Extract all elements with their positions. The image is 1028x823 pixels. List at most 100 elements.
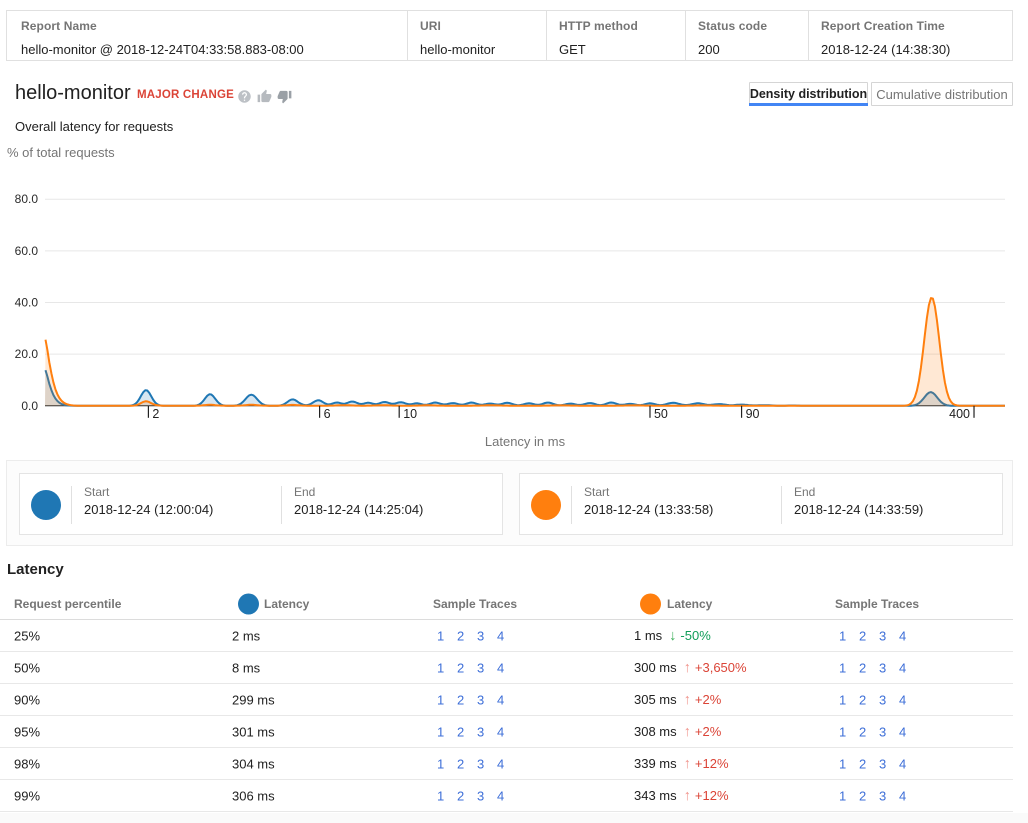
comparison-trace-link[interactable]: 2 bbox=[859, 724, 867, 739]
comparison-trace-link[interactable]: 3 bbox=[879, 756, 887, 771]
major-change-badge: MAJOR CHANGE bbox=[137, 89, 234, 101]
baseline-trace-link[interactable]: 3 bbox=[477, 660, 485, 675]
info-report-creation-time: Report Creation Time 2018-12-24 (14:38:3… bbox=[808, 11, 1012, 60]
request-percentile-value: 90% bbox=[14, 692, 41, 707]
comparison-trace-link[interactable]: 1 bbox=[839, 756, 847, 771]
y-tick-label: 80.0 bbox=[15, 192, 39, 206]
end-label: End bbox=[794, 485, 816, 499]
col-request-percentile: Request percentile bbox=[14, 596, 122, 611]
baseline-latency-value: 299 ms bbox=[232, 692, 275, 707]
baseline-trace-link[interactable]: 4 bbox=[497, 756, 505, 771]
baseline-trace-link[interactable]: 1 bbox=[437, 724, 445, 739]
comparison-trace-link[interactable]: 2 bbox=[859, 692, 867, 707]
tab-cumulative-distribution[interactable]: Cumulative distribution bbox=[871, 82, 1013, 106]
comparison-trace-link[interactable]: 2 bbox=[859, 628, 867, 643]
comparison-latency-cell: 308 ms ↑ +2% bbox=[634, 724, 721, 740]
baseline-trace-link[interactable]: 3 bbox=[477, 756, 485, 771]
help-icon[interactable] bbox=[237, 89, 252, 104]
comparison-latency-cell: 339 ms ↑ +12% bbox=[634, 756, 729, 772]
page-title: hello-monitor bbox=[15, 82, 131, 104]
info-label: HTTP method bbox=[559, 19, 638, 33]
thumb-up-icon[interactable] bbox=[257, 89, 272, 104]
latency-distribution-chart: 0.0 20.0 40.0 60.0 80.0 2 6 10 50 90 400 Latency in… bbox=[15, 192, 1005, 449]
comparison-trace-link[interactable]: 1 bbox=[839, 724, 847, 739]
change-percent: +12% bbox=[694, 755, 729, 771]
comparison-trace-link[interactable]: 1 bbox=[839, 628, 847, 643]
comparison-trace-link[interactable]: 3 bbox=[879, 628, 887, 643]
legend-card-comparison: Start 2018-12-24 (13:33:58) End 2018-12-… bbox=[519, 473, 1003, 535]
baseline-latency-value: 8 ms bbox=[232, 660, 261, 675]
baseline-trace-link[interactable]: 4 bbox=[497, 788, 505, 803]
baseline-trace-link[interactable]: 4 bbox=[497, 692, 505, 707]
comparison-latency-value: 305 ms bbox=[634, 691, 677, 707]
change-arrow: ↑ bbox=[683, 723, 691, 740]
comparison-latency-cell: 1 ms ↓ -50% bbox=[634, 628, 711, 644]
info-label: URI bbox=[420, 19, 441, 33]
baseline-trace-link[interactable]: 1 bbox=[437, 788, 445, 803]
y-tick-label: 20.0 bbox=[15, 347, 39, 361]
comparison-trace-link[interactable]: 2 bbox=[859, 660, 867, 675]
baseline-trace-link[interactable]: 3 bbox=[477, 724, 485, 739]
baseline-trace-link[interactable]: 3 bbox=[477, 628, 485, 643]
baseline-trace-link[interactable]: 2 bbox=[457, 756, 465, 771]
latency-table: Request percentile Latency Sample Traces… bbox=[0, 588, 1013, 812]
comparison-series-area bbox=[45, 298, 1005, 406]
y-tick-label: 40.0 bbox=[15, 296, 39, 310]
request-percentile-value: 95% bbox=[14, 724, 41, 739]
start-value: 2018-12-24 (13:33:58) bbox=[584, 502, 714, 517]
comparison-trace-link[interactable]: 3 bbox=[879, 692, 887, 707]
legend-start: Start 2018-12-24 (13:33:58) bbox=[584, 485, 713, 517]
baseline-trace-link[interactable]: 3 bbox=[477, 692, 485, 707]
comparison-trace-link[interactable]: 3 bbox=[879, 724, 887, 739]
baseline-trace-link[interactable]: 2 bbox=[457, 628, 465, 643]
comparison-trace-link[interactable]: 4 bbox=[899, 628, 907, 643]
comparison-trace-link[interactable]: 2 bbox=[859, 788, 867, 803]
comparison-trace-link[interactable]: 2 bbox=[859, 756, 867, 771]
comparison-trace-link[interactable]: 3 bbox=[879, 660, 887, 675]
latency-table-header: Request percentile Latency Sample Traces… bbox=[0, 588, 1013, 620]
y-tick-label: 0.0 bbox=[21, 399, 38, 413]
comparison-trace-link[interactable]: 4 bbox=[899, 788, 907, 803]
baseline-trace-link[interactable]: 3 bbox=[477, 788, 485, 803]
baseline-trace-link[interactable]: 1 bbox=[437, 756, 445, 771]
info-uri: URI hello-monitor bbox=[407, 11, 546, 60]
baseline-trace-link[interactable]: 2 bbox=[457, 692, 465, 707]
comparison-latency-cell: 343 ms ↑ +12% bbox=[634, 788, 729, 804]
comparison-trace-link[interactable]: 1 bbox=[839, 788, 847, 803]
info-value: 200 bbox=[698, 42, 720, 57]
comparison-trace-link[interactable]: 1 bbox=[839, 692, 847, 707]
comparison-trace-link[interactable]: 3 bbox=[879, 788, 887, 803]
baseline-trace-link[interactable]: 4 bbox=[497, 724, 505, 739]
baseline-series-line bbox=[44, 369, 1005, 407]
comparison-trace-link[interactable]: 4 bbox=[899, 724, 907, 739]
baseline-trace-link[interactable]: 2 bbox=[457, 660, 465, 675]
comparison-trace-link[interactable]: 1 bbox=[839, 660, 847, 675]
comparison-trace-link[interactable]: 4 bbox=[899, 692, 907, 707]
baseline-trace-link[interactable]: 1 bbox=[437, 628, 445, 643]
comparison-trace-link[interactable]: 4 bbox=[899, 756, 907, 771]
baseline-trace-link[interactable]: 1 bbox=[437, 660, 445, 675]
change-percent: -50% bbox=[680, 627, 711, 643]
thumb-down-icon[interactable] bbox=[277, 89, 292, 104]
comparison-trace-link[interactable]: 4 bbox=[899, 660, 907, 675]
x-tick-label: 90 bbox=[746, 407, 760, 421]
baseline-trace-link[interactable]: 2 bbox=[457, 788, 465, 803]
baseline-trace-link[interactable]: 2 bbox=[457, 724, 465, 739]
baseline-trace-link[interactable]: 1 bbox=[437, 692, 445, 707]
baseline-trace-link[interactable]: 4 bbox=[497, 628, 505, 643]
tab-density-distribution[interactable]: Density distribution bbox=[749, 82, 868, 106]
baseline-trace-link[interactable]: 4 bbox=[497, 660, 505, 675]
comparison-series-dot bbox=[640, 593, 661, 614]
x-tick-label: 400 bbox=[949, 407, 970, 421]
